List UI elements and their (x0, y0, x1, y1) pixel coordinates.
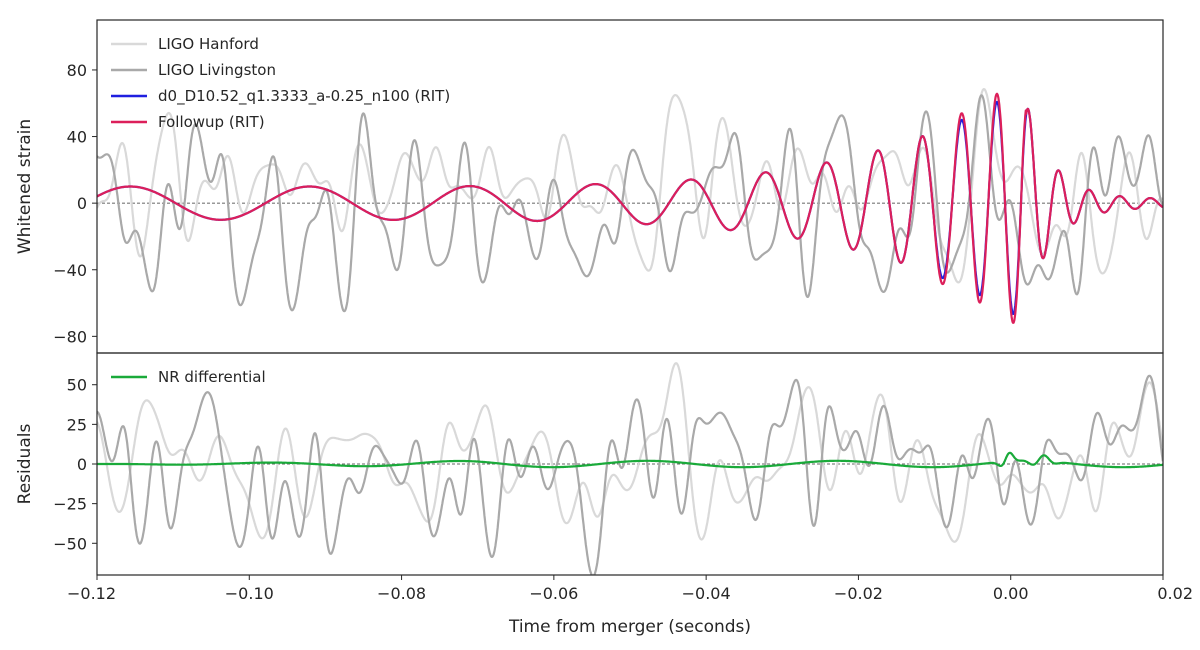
x-tick-label: −0.04 (682, 584, 731, 603)
strain-y-axis: −80 −40 0 40 80 (53, 61, 97, 346)
residuals-panel: −50 −25 0 25 50 Residuals NR differential (15, 352, 1164, 576)
x-tick-label: −0.12 (67, 584, 116, 603)
y-tick-label: −50 (53, 534, 87, 553)
y-tick-label: 25 (67, 415, 87, 434)
legend-label: NR differential (158, 368, 266, 386)
x-axis: −0.12 −0.10 −0.08 −0.06 −0.04 −0.02 0.00 0.02 (67, 575, 1193, 603)
y-tick-label: −25 (53, 495, 87, 514)
x-tick-label: −0.06 (529, 584, 578, 603)
series-line-livingston (97, 94, 1163, 313)
residuals-y-axis: −50 −25 0 25 50 (53, 376, 97, 553)
y-tick-label: −40 (53, 261, 87, 280)
series-line-res-livingston (97, 374, 1163, 575)
y-tick-label: 0 (77, 194, 87, 213)
y-tick-label: 40 (67, 128, 87, 147)
y-tick-label: 0 (77, 455, 87, 474)
legend-label: d0_D10.52_q1.3333_a-0.25_n100 (RIT) (158, 87, 450, 106)
x-tick-label: 0.00 (993, 584, 1029, 603)
y-tick-label: 50 (67, 376, 87, 395)
legend-label: LIGO Livingston (158, 61, 276, 79)
x-tick-label: −0.08 (377, 584, 426, 603)
series-line-hanford (97, 88, 1163, 284)
x-tick-label: 0.02 (1157, 584, 1193, 603)
residuals-legend: NR differential (111, 368, 266, 386)
strain-legend: LIGO Hanford LIGO Livingston d0_D10.52_q1.… (111, 35, 450, 131)
strain-y-axis-label: Whitened strain (15, 119, 35, 254)
y-tick-label: 80 (67, 61, 87, 80)
residuals-plot-area (97, 362, 1163, 575)
legend-label: LIGO Hanford (158, 35, 259, 53)
series-line-nr-diff (97, 451, 1163, 469)
series-line-res-hanford (97, 362, 1163, 543)
strain-plot-area (97, 88, 1163, 324)
x-tick-label: −0.10 (225, 584, 274, 603)
x-tick-label: −0.02 (834, 584, 883, 603)
series-line-nr-b (97, 92, 1163, 324)
legend-label: Followup (RIT) (158, 113, 265, 131)
residuals-y-axis-label: Residuals (15, 424, 35, 505)
x-axis-label: Time from merger (seconds) (508, 617, 751, 637)
y-tick-label: −80 (53, 327, 87, 346)
